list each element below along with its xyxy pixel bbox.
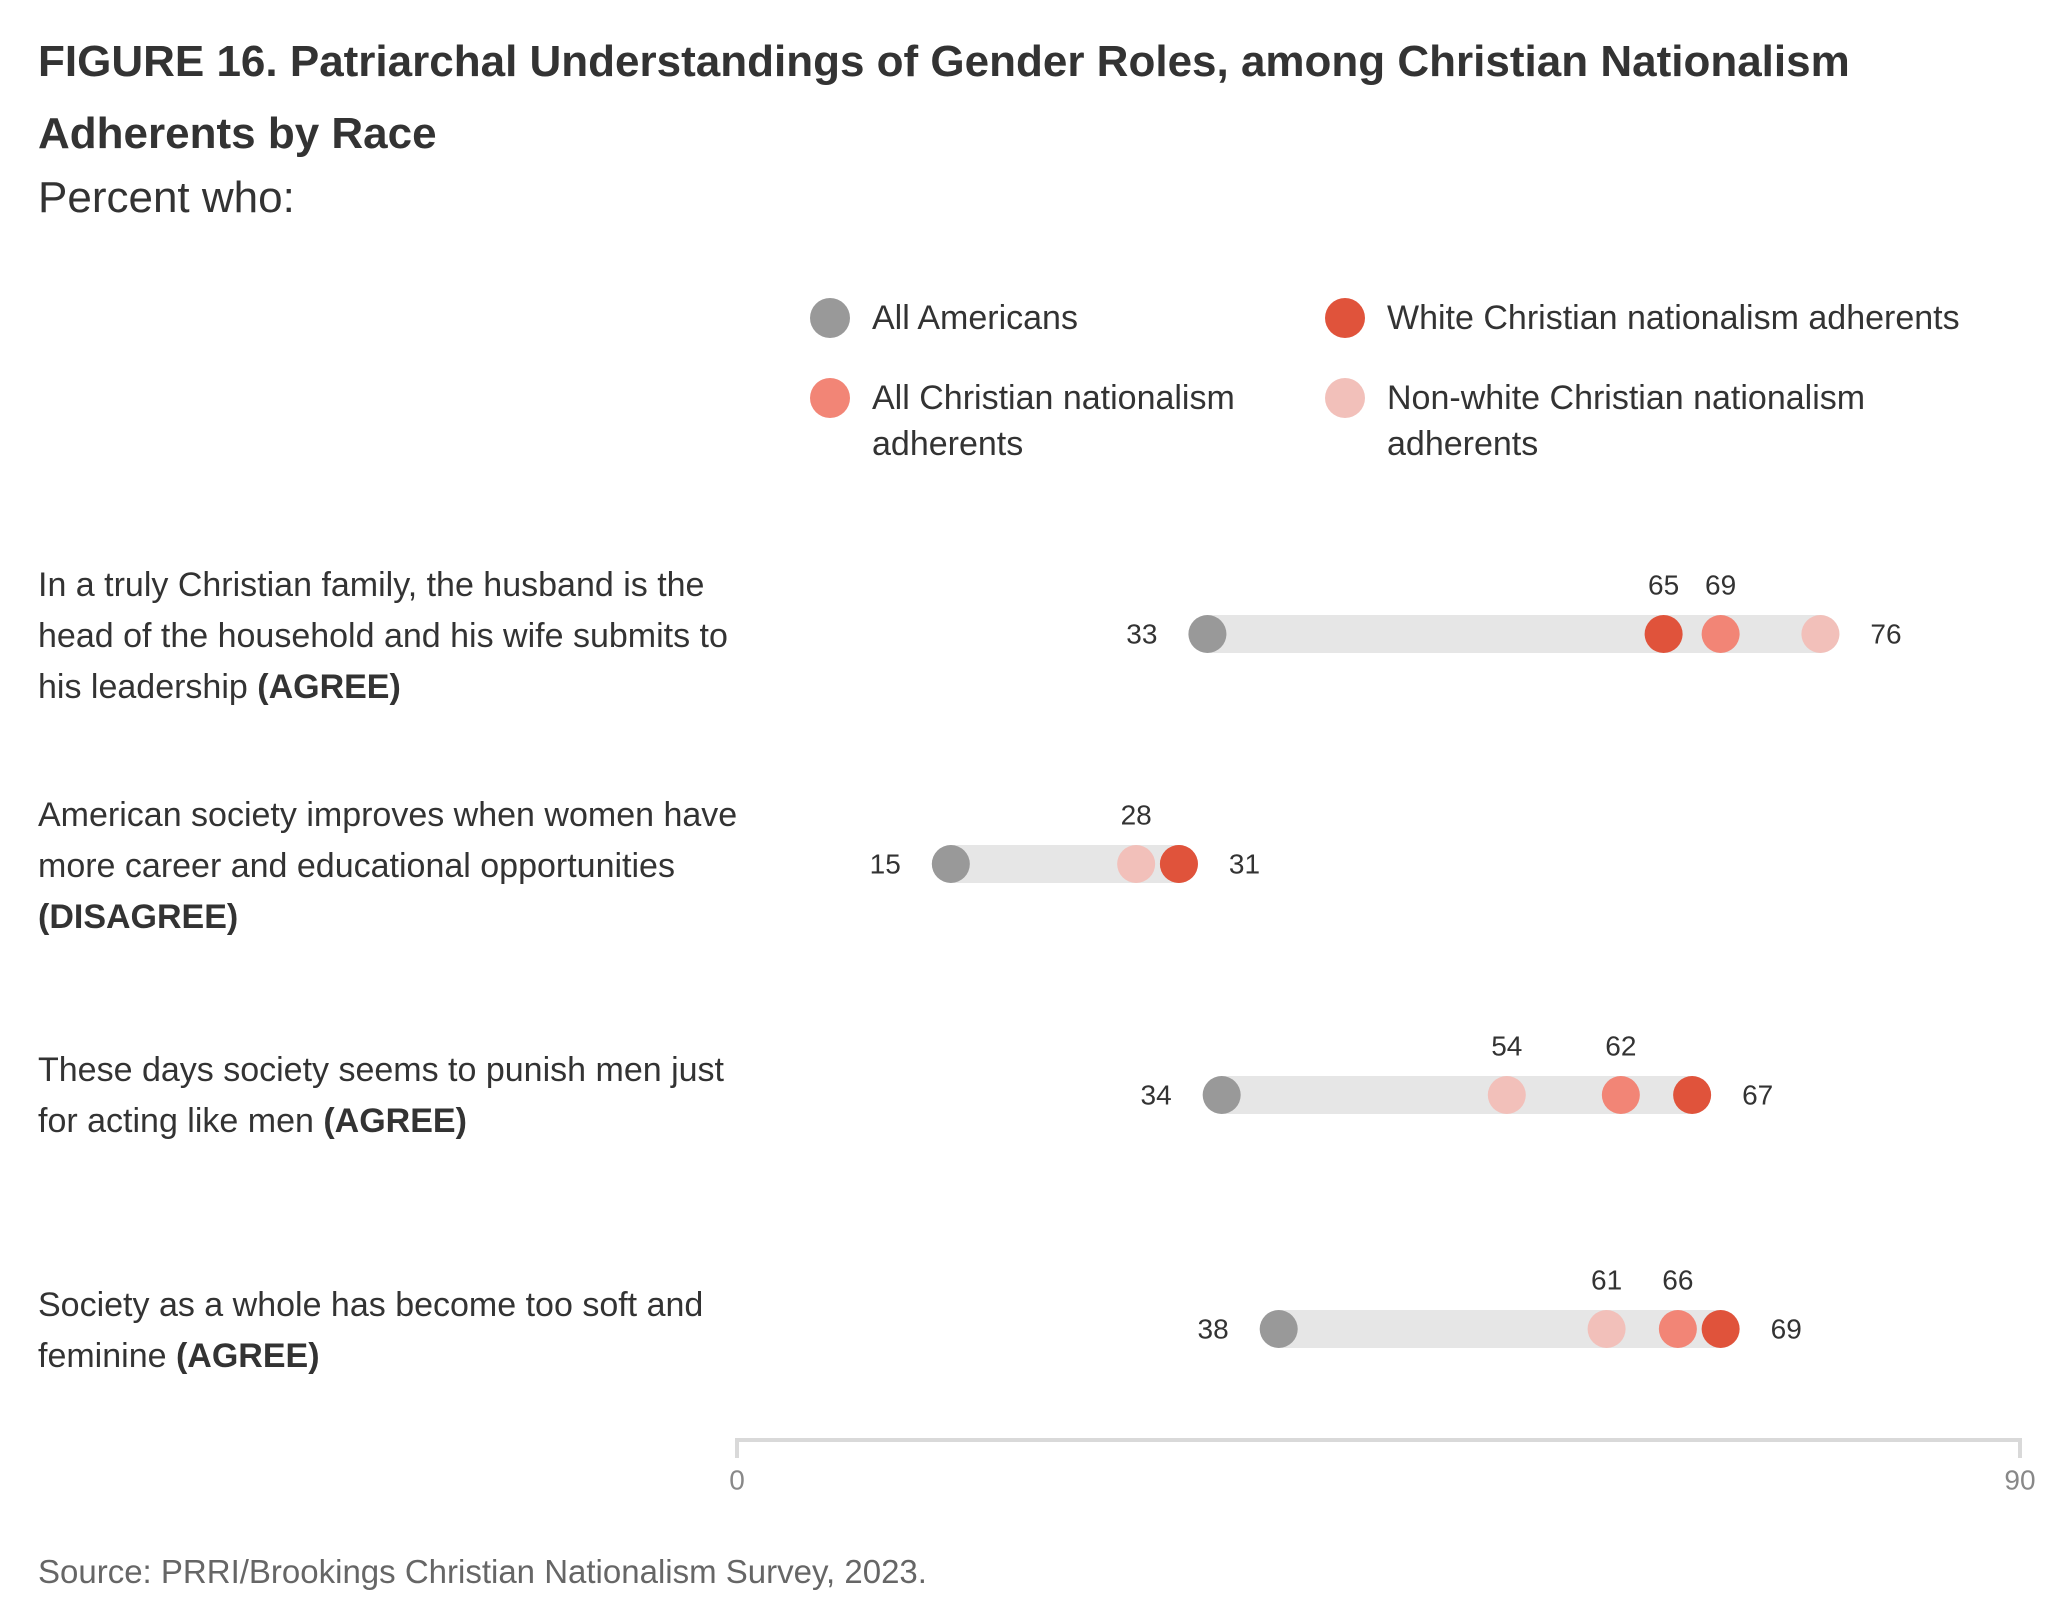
data-label-min: 34 <box>1141 1079 1172 1110</box>
data-label-min: 38 <box>1198 1313 1229 1344</box>
source-note: Source: PRRI/Brookings Christian Nationa… <box>38 1553 927 1590</box>
data-label-min: 33 <box>1126 618 1157 649</box>
legend-item-all-americans: All Americans <box>810 295 1078 341</box>
data-label-above: 62 <box>1605 1030 1636 1061</box>
row-label-text: These days society seems to punish men j… <box>38 1051 724 1140</box>
legend-label: Non-white Christian nationalism adherent… <box>1387 379 1866 463</box>
chart-title: FIGURE 16. Patriarchal Understandings of… <box>38 37 1850 158</box>
data-label-max: 69 <box>1771 1313 1802 1344</box>
data-label-max: 67 <box>1742 1079 1773 1110</box>
legend-dot-icon <box>1325 378 1365 418</box>
dot-all-christian-nationalism-adherents <box>1601 1076 1640 1114</box>
dot-all-americans <box>1259 1310 1298 1348</box>
dot-non-white-christian-nationalism-adherents <box>1587 1310 1626 1348</box>
row-label-tag: (AGREE) <box>175 1337 320 1375</box>
row-label-punish-men: These days society seems to punish men j… <box>38 1045 748 1147</box>
row-label-text: Society as a whole has become too soft a… <box>38 1286 704 1375</box>
row-label-soft-feminine: Society as a whole has become too soft a… <box>38 1280 748 1382</box>
legend-item-nonwhite-cn: Non-white Christian nationalism adherent… <box>1325 375 1865 467</box>
row-label-text: In a truly Christian family, the husband… <box>38 566 728 706</box>
legend-dot-icon <box>810 298 850 338</box>
legend-item-white-cn: White Christian nationalism adherents <box>1325 295 1960 341</box>
data-label-max: 76 <box>1870 618 1901 649</box>
legend-label: White Christian nationalism adherents <box>1387 299 1960 337</box>
legend-dot-icon <box>1325 298 1365 338</box>
legend-label: All Christian nationalism adherents <box>872 379 1235 463</box>
data-label-max: 31 <box>1229 848 1260 879</box>
dot-white-christian-nationalism-adherents <box>1701 1310 1740 1348</box>
chart-subtitle: Percent who: <box>38 173 295 222</box>
row-label-text: American society improves when women hav… <box>38 796 738 885</box>
dot-non-white-christian-nationalism-adherents <box>1117 845 1156 883</box>
data-label-min: 15 <box>870 848 901 879</box>
dot-non-white-christian-nationalism-adherents <box>1487 1076 1526 1114</box>
dot-all-christian-nationalism-adherents <box>1658 1310 1697 1348</box>
dot-white-christian-nationalism-adherents <box>1159 845 1198 883</box>
data-label-above: 28 <box>1121 799 1152 830</box>
legend-item-all-cn: All Christian nationalism adherents <box>810 375 1235 467</box>
dot-white-christian-nationalism-adherents <box>1644 615 1683 653</box>
row-label-women-careers: American society improves when women hav… <box>38 790 748 943</box>
row-label-tag: (AGREE) <box>323 1102 467 1140</box>
dot-white-christian-nationalism-adherents <box>1673 1076 1712 1114</box>
data-label-above: 66 <box>1662 1264 1693 1295</box>
x-tick-label: 90 <box>2004 1464 2035 1495</box>
row-label-tag: (DISAGREE) <box>38 898 239 936</box>
legend-dot-icon <box>810 378 850 418</box>
dot-all-americans <box>1202 1076 1241 1114</box>
legend-label: All Americans <box>872 299 1078 337</box>
dot-non-white-christian-nationalism-adherents <box>1801 615 1840 653</box>
dot-all-christian-nationalism-adherents <box>1701 615 1740 653</box>
data-label-above: 69 <box>1705 569 1736 600</box>
x-tick-label: 0 <box>729 1464 745 1495</box>
row-label-husband-head: In a truly Christian family, the husband… <box>38 560 748 713</box>
data-label-above: 65 <box>1648 569 1679 600</box>
dot-all-americans <box>1188 615 1227 653</box>
dot-all-americans <box>931 845 970 883</box>
data-label-above: 61 <box>1591 1264 1622 1295</box>
row-label-tag: (AGREE) <box>257 668 401 706</box>
data-label-above: 54 <box>1491 1030 1522 1061</box>
